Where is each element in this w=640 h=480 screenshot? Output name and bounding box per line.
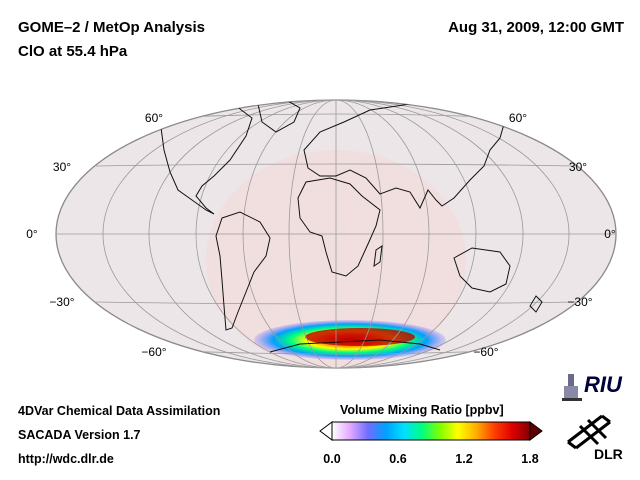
- analysis-datetime: Aug 31, 2009, 12:00 GMT: [448, 19, 624, 36]
- colorbar-tick-1: 0.6: [389, 452, 407, 466]
- lat-labels-left: 60° 30° 0° −30° −60°: [26, 111, 167, 359]
- lat-labels-right: 60° 30° 0° −30° −60°: [473, 111, 616, 359]
- footer-link[interactable]: http://wdc.dlr.de: [18, 452, 114, 466]
- lat-label-left-30: 30°: [53, 160, 71, 174]
- coast-new-zealand: [529, 295, 543, 313]
- colorbar-tick-0: 0.0: [323, 452, 341, 466]
- coast-north-america: [159, 105, 253, 215]
- coast-greenland: [257, 100, 301, 133]
- lat-label-left-minus60: −60°: [141, 345, 166, 359]
- colorbar: [319, 421, 543, 441]
- map-content: [56, 100, 616, 368]
- lat-label-left-minus30: −30°: [49, 295, 74, 309]
- coast-madagascar: [373, 244, 383, 268]
- colorbar-title: Volume Mixing Ratio [ppbv]: [340, 403, 504, 417]
- dlr-logo-icon: [567, 414, 611, 450]
- riu-logo-text: RIU: [584, 372, 622, 397]
- coast-africa: [297, 177, 381, 277]
- page-title: GOME–2 / MetOp Analysis: [18, 19, 205, 36]
- lat-label-left-0: 0°: [26, 227, 38, 241]
- lat-label-right-minus30: −30°: [567, 295, 592, 309]
- colorbar-gradient: [331, 421, 531, 441]
- lat-label-left-60: 60°: [145, 111, 163, 125]
- coast-antarctica: [269, 339, 441, 353]
- footer-assimilation: 4DVar Chemical Data Assimilation: [18, 404, 221, 418]
- colorbar-tick-2: 1.2: [455, 452, 473, 466]
- page-subtitle: ClO at 55.4 hPa: [18, 43, 128, 60]
- colorbar-tick-3: 1.8: [521, 452, 539, 466]
- footer-version: SACADA Version 1.7: [18, 428, 141, 442]
- colorbar-arrow-right: [529, 421, 543, 441]
- dlr-logo-text: DLR: [594, 446, 623, 462]
- riu-logo-icon: [562, 374, 582, 401]
- coast-europe-asia: [303, 101, 505, 210]
- lat-label-right-minus60: −60°: [473, 345, 498, 359]
- colorbar-arrow-left: [319, 421, 333, 441]
- coast-south-america: [215, 211, 271, 331]
- lat-label-right-60: 60°: [509, 111, 527, 125]
- lat-label-right-30: 30°: [569, 160, 587, 174]
- lat-label-right-0: 0°: [604, 227, 616, 241]
- graticule: [56, 100, 616, 368]
- coast-australia: [453, 247, 511, 293]
- coastlines: [159, 100, 543, 353]
